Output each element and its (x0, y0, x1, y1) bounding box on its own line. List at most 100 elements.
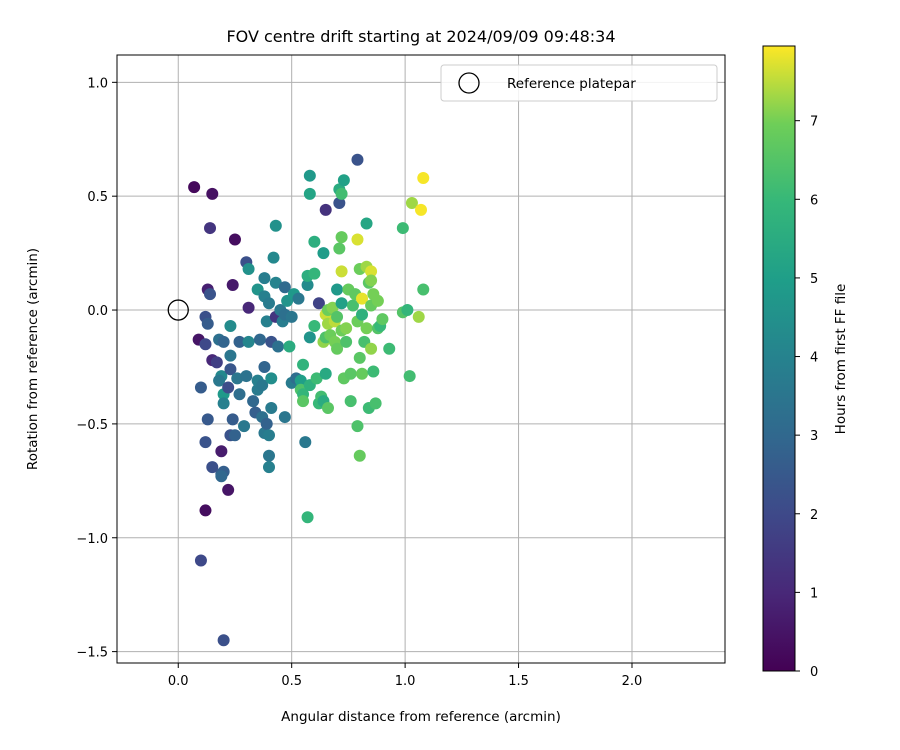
scatter-point (401, 304, 414, 317)
scatter-point (299, 436, 312, 449)
scatter-point (396, 222, 409, 235)
scatter-point (303, 331, 316, 344)
y-axis: −1.5 −1.0 −0.5 0.0 0.5 1.0 (76, 76, 117, 661)
scatter-point (331, 283, 344, 296)
scatter-point (260, 315, 273, 328)
scatter-point (233, 335, 246, 348)
scatter-point (297, 358, 310, 371)
scatter-point (294, 374, 307, 387)
colorbar-tick-label: 4 (810, 351, 818, 366)
scatter-point (199, 504, 212, 517)
scatter-point (188, 181, 201, 194)
scatter-point (319, 367, 332, 380)
scatter-point (285, 310, 298, 323)
y-tick-label: 1.0 (87, 76, 108, 91)
scatter-point (301, 278, 314, 291)
colorbar-tick-label: 1 (810, 586, 818, 601)
scatter-point (215, 470, 228, 483)
scatter-point (303, 169, 316, 182)
scatter-point (240, 370, 253, 383)
scatter-point (278, 281, 291, 294)
x-axis-label: Angular distance from reference (arcmin) (281, 709, 561, 725)
scatter-point (335, 297, 348, 310)
scatter-point (222, 483, 235, 496)
scatter-point (217, 634, 230, 647)
legend: Reference platepar (440, 64, 718, 102)
scatter-point (317, 247, 330, 260)
scatter-point (224, 349, 237, 362)
scatter-point (337, 174, 350, 187)
scatter-point (242, 301, 255, 314)
scatter-point (292, 292, 305, 305)
y-tick-label: 0.5 (87, 190, 108, 205)
scatter-point (415, 203, 427, 216)
scatter-point (376, 313, 389, 326)
scatter-point (333, 242, 346, 255)
scatter-point (310, 372, 323, 385)
colorbar-tick-label: 6 (810, 193, 818, 208)
scatter-point (312, 297, 325, 310)
scatter-point (356, 292, 369, 305)
scatter-point (356, 308, 369, 321)
colorbar-tick-label: 5 (810, 272, 818, 287)
scatter-point (369, 397, 382, 410)
scatter-point (412, 310, 425, 323)
scatter-point (371, 294, 384, 307)
scatter-point (417, 283, 430, 296)
scatter-point (226, 278, 239, 291)
scatter-point (199, 436, 212, 449)
y-tick-label: 0.0 (87, 304, 108, 319)
scatter-point (265, 401, 278, 414)
scatter-point (222, 381, 235, 394)
scatter-point (331, 342, 344, 355)
scatter-point (201, 317, 214, 330)
scatter-point (335, 265, 348, 278)
scatter-point (269, 219, 282, 232)
scatter-point (204, 222, 217, 235)
scatter-point (228, 233, 241, 246)
scatter-point (213, 374, 226, 387)
colorbar-gradient (762, 45, 796, 672)
scatter-point (238, 420, 251, 433)
x-tick-label: 1.0 (395, 674, 416, 689)
scatter-point (403, 370, 416, 383)
scatter-point (383, 342, 396, 355)
scatter-point (194, 554, 207, 567)
scatter-point (269, 276, 282, 289)
scatter-point (242, 335, 255, 348)
scatter-point (340, 322, 353, 335)
colorbar-tick-label: 0 (810, 665, 818, 680)
scatter-point (351, 153, 364, 166)
scatter-point (247, 395, 260, 408)
scatter-point (303, 187, 316, 200)
scatter-point (335, 231, 348, 244)
scatter-point (258, 360, 271, 373)
scatter-point (365, 265, 378, 278)
scatter-point (224, 363, 237, 376)
scatter-point (335, 187, 348, 200)
legend-box (440, 64, 718, 102)
scatter-point (344, 395, 357, 408)
scatter-point (253, 333, 266, 346)
scatter-point (215, 445, 228, 458)
scatter-point (258, 272, 271, 285)
scatter-point (263, 461, 275, 474)
scatter-point (263, 297, 275, 310)
chart-title: FOV centre drift starting at 2024/09/09 … (226, 27, 615, 46)
scatter-point (217, 335, 230, 348)
scatter-point (272, 340, 285, 353)
x-tick-label: 0.0 (168, 674, 189, 689)
scatter-point (206, 187, 219, 200)
scatter-point (204, 288, 217, 301)
scatter-point (194, 381, 207, 394)
colorbar-tick-label: 3 (810, 429, 818, 444)
scatter-point (417, 171, 430, 184)
scatter-point (260, 417, 273, 430)
colorbar-tick-label: 7 (810, 115, 818, 130)
grid-lines (117, 55, 725, 663)
scatter-point (365, 274, 378, 287)
scatter-point (297, 395, 310, 408)
scatter-point (351, 420, 364, 433)
scatter-point (308, 235, 321, 248)
